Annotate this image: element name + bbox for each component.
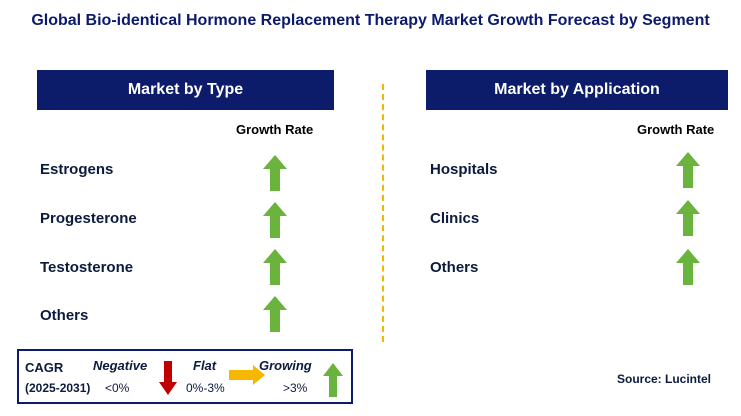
application-row-label: Others (430, 259, 479, 276)
type-row-label: Progesterone (40, 210, 137, 227)
market-by-type-header: Market by Type (37, 70, 334, 110)
application-row-label: Clinics (430, 210, 480, 227)
cagr-period: (2025-2031) (25, 381, 91, 395)
type-row-label: Testosterone (40, 259, 134, 276)
flat-arrow-icon (229, 365, 265, 385)
flat-label: Flat (193, 358, 217, 373)
application-row-label: Hospitals (430, 161, 498, 178)
negative-arrow-icon (159, 361, 177, 395)
growing-range: >3% (283, 381, 308, 395)
cagr-label: CAGR (25, 360, 64, 375)
growth-rate-label-right: Growth Rate (637, 122, 715, 137)
type-row-label: Estrogens (40, 161, 114, 178)
cagr-legend: CAGR (2025-2031) Negative <0% Flat 0%-3%… (17, 349, 353, 404)
growing-arrow-icon (323, 363, 343, 397)
flat-range: 0%-3% (186, 381, 225, 395)
source-label: Source: Lucintel (617, 372, 712, 386)
growing-arrow-icon (676, 200, 700, 236)
negative-range: <0% (105, 381, 130, 395)
growing-label: Growing (259, 358, 312, 373)
growing-arrow-icon (263, 249, 287, 285)
type-row-label: Others (40, 307, 89, 324)
page-title: Global Bio-identical Hormone Replacement… (31, 12, 710, 29)
growing-arrow-icon (263, 296, 287, 332)
negative-label: Negative (93, 358, 148, 373)
growing-arrow-icon (676, 152, 700, 188)
growth-rate-label-left: Growth Rate (236, 122, 314, 137)
growing-arrow-icon (263, 202, 287, 238)
market-by-application-header: Market by Application (426, 70, 728, 110)
growing-arrow-icon (676, 249, 700, 285)
panel-divider (382, 84, 384, 342)
growing-arrow-icon (263, 155, 287, 191)
